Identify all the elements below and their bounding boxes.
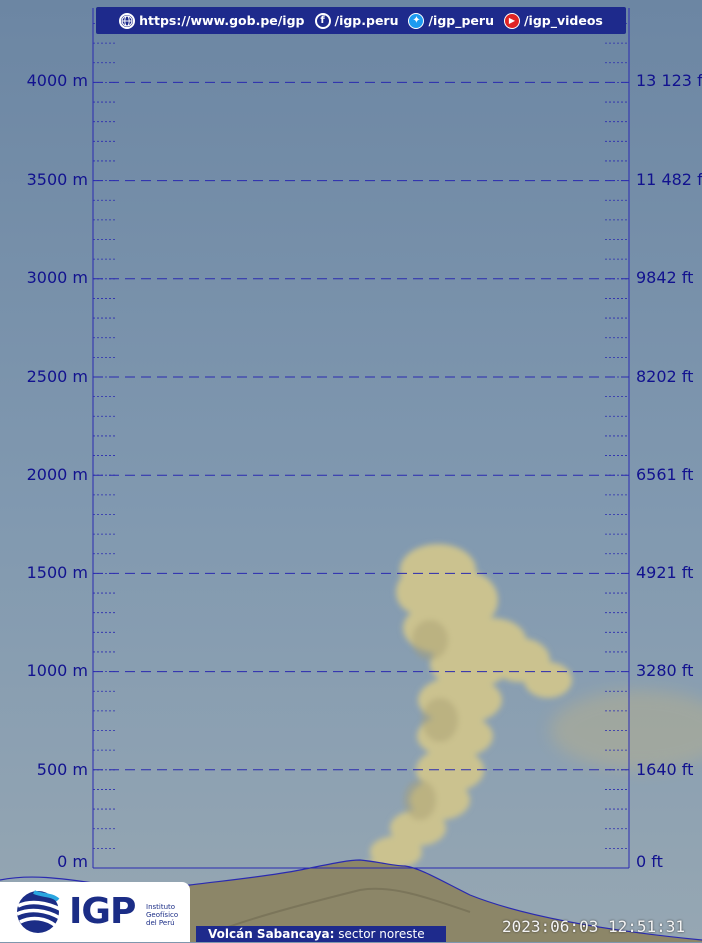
igp-globe-icon: [16, 890, 63, 933]
distant-cloud: [550, 690, 702, 770]
altitude-label-ft: 6561 ft: [636, 465, 694, 484]
altitude-label-ft: 3280 ft: [636, 661, 694, 680]
altitude-label-m: 1500 m: [26, 563, 88, 582]
facebook-label: /igp.peru: [334, 13, 399, 28]
altitude-label-ft: 0 ft: [636, 852, 663, 871]
facebook-link[interactable]: f /igp.peru: [314, 12, 399, 29]
altitude-label-ft: 4921 ft: [636, 563, 694, 582]
logo-subtitle-line: Instituto: [146, 903, 176, 911]
twitter-link[interactable]: ✦ /igp_peru: [408, 12, 494, 29]
website-label: https://www.gob.pe/igp: [139, 13, 305, 28]
logo-wordmark: IGP: [69, 891, 136, 932]
plume-shadow: [404, 620, 458, 820]
ash-plume: [360, 544, 572, 880]
altitude-label-m: 2500 m: [26, 367, 88, 386]
twitter-icon: ✦: [408, 12, 425, 29]
volcano-caption: Volcán Sabancaya: sector noreste: [196, 926, 446, 942]
altitude-label-m: 3000 m: [26, 268, 88, 287]
logo-subtitle-line: Geofísico: [146, 911, 179, 919]
altitude-label-ft: 8202 ft: [636, 367, 694, 386]
volcano-sector: sector noreste: [338, 927, 425, 941]
altitude-label-ft: 13 123 ft: [636, 71, 702, 90]
facebook-icon: f: [314, 12, 331, 29]
igp-logo: IGP Instituto Geofísico del Perú: [0, 882, 190, 942]
website-link[interactable]: https://www.gob.pe/igp: [119, 12, 305, 29]
altitude-label-ft: 11 482 ft: [636, 170, 702, 189]
social-links-banner: https://www.gob.pe/igp f /igp.peru ✦ /ig…: [96, 7, 626, 34]
altitude-label-m: 0 m: [57, 852, 88, 871]
altitude-label-m: 500 m: [36, 760, 88, 779]
youtube-label: /igp_videos: [523, 13, 603, 28]
altitude-label-ft: 1640 ft: [636, 760, 694, 779]
logo-subtitle: Instituto Geofísico del Perú: [146, 903, 178, 927]
logo-subtitle-line: del Perú: [146, 919, 175, 927]
altitude-label-m: 2000 m: [26, 465, 88, 484]
youtube-icon: ▶: [503, 12, 520, 29]
camera-watermark: [688, 60, 700, 420]
altitude-label-m: 1000 m: [26, 661, 88, 680]
twitter-label: /igp_peru: [428, 13, 494, 28]
altitude-label-ft: 9842 ft: [636, 268, 694, 287]
altitude-scale: [92, 8, 630, 869]
capture-timestamp: 2023:06:03 12:51:31: [502, 917, 686, 936]
volcano-name: Volcán Sabancaya:: [208, 927, 335, 941]
altitude-label-m: 4000 m: [26, 71, 88, 90]
youtube-link[interactable]: ▶ /igp_videos: [503, 12, 603, 29]
altitude-label-m: 3500 m: [26, 170, 88, 189]
globe-icon: [119, 12, 136, 29]
